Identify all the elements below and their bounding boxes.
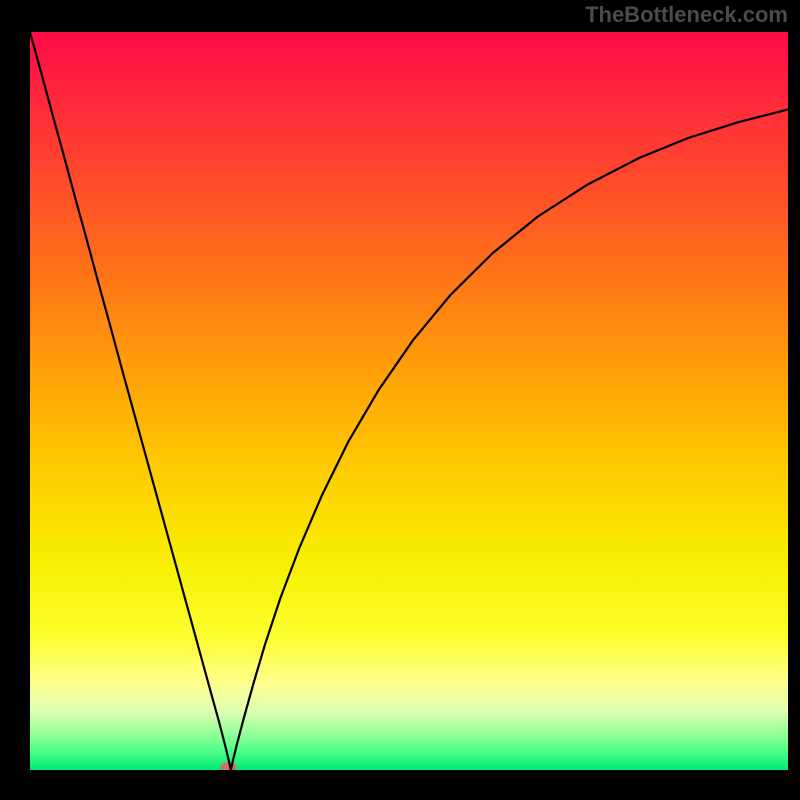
chart-frame: TheBottleneck.com	[0, 0, 800, 800]
bottleneck-chart-svg: TheBottleneck.com	[0, 0, 800, 800]
watermark-label: TheBottleneck.com	[585, 2, 788, 27]
